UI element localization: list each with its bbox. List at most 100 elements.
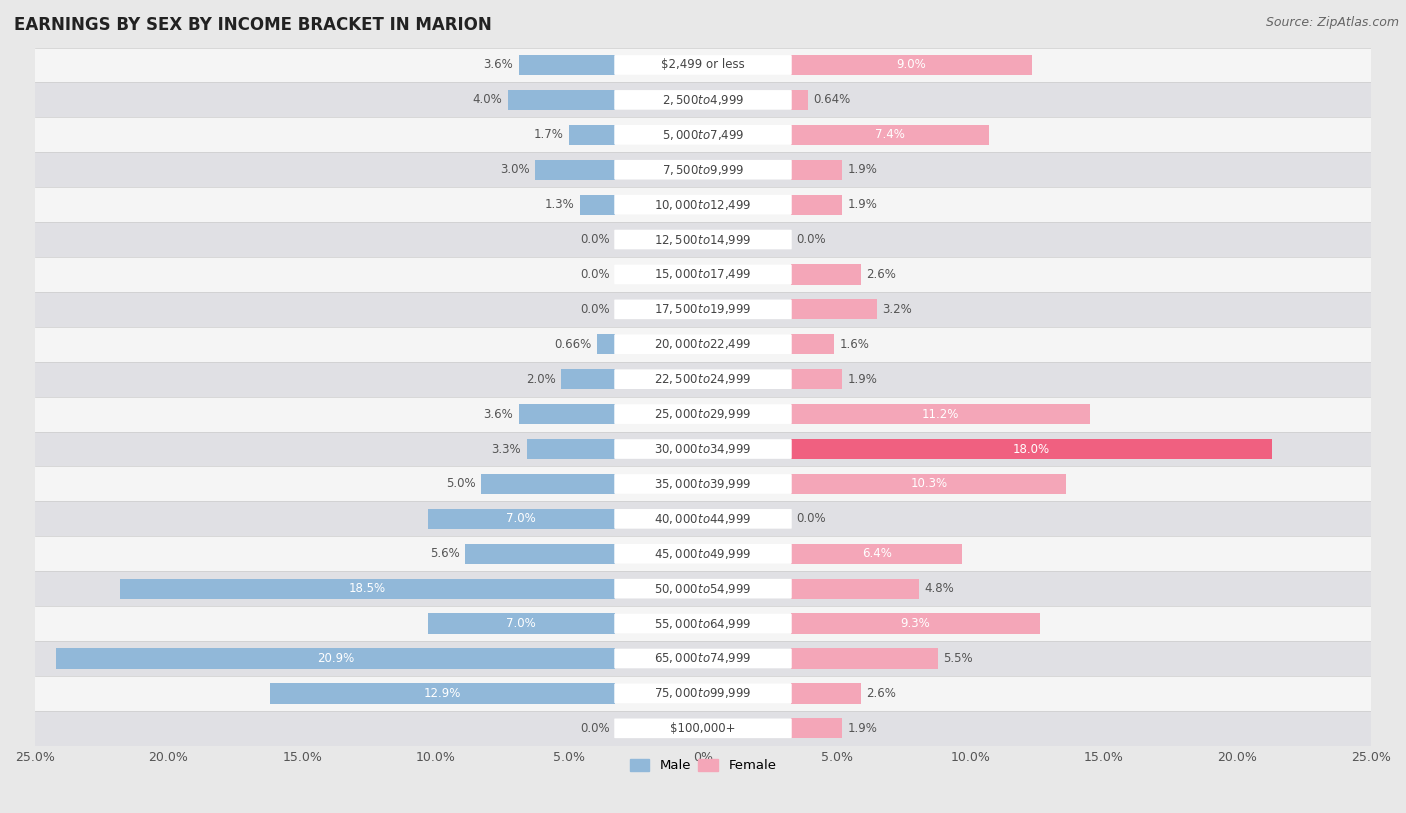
Bar: [792, 579, 920, 599]
Bar: [792, 264, 860, 285]
Bar: [35, 641, 1371, 676]
FancyBboxPatch shape: [614, 265, 792, 285]
Text: 4.0%: 4.0%: [472, 93, 502, 107]
Text: 2.6%: 2.6%: [866, 268, 896, 281]
FancyBboxPatch shape: [614, 544, 792, 563]
Text: $45,000 to $49,999: $45,000 to $49,999: [654, 547, 752, 561]
Bar: [35, 82, 1371, 117]
Bar: [35, 397, 1371, 432]
Text: $30,000 to $34,999: $30,000 to $34,999: [654, 442, 752, 456]
FancyBboxPatch shape: [614, 684, 792, 703]
Bar: [35, 676, 1371, 711]
FancyBboxPatch shape: [614, 579, 792, 598]
Bar: [465, 544, 614, 564]
Text: $65,000 to $74,999: $65,000 to $74,999: [654, 651, 752, 666]
Bar: [481, 474, 614, 494]
Text: 1.9%: 1.9%: [848, 163, 877, 176]
Bar: [35, 222, 1371, 257]
Bar: [792, 334, 834, 354]
Bar: [792, 439, 1272, 459]
Text: 3.3%: 3.3%: [492, 442, 522, 455]
Text: $75,000 to $99,999: $75,000 to $99,999: [654, 686, 752, 701]
Bar: [569, 124, 614, 145]
Text: 3.2%: 3.2%: [882, 303, 911, 316]
Text: 1.3%: 1.3%: [546, 198, 575, 211]
Bar: [792, 474, 1066, 494]
FancyBboxPatch shape: [614, 160, 792, 180]
Text: 7.0%: 7.0%: [506, 617, 536, 630]
Bar: [792, 544, 962, 564]
FancyBboxPatch shape: [614, 369, 792, 389]
Text: $35,000 to $39,999: $35,000 to $39,999: [654, 477, 752, 491]
FancyBboxPatch shape: [614, 474, 792, 493]
Text: 3.0%: 3.0%: [499, 163, 529, 176]
Bar: [792, 124, 988, 145]
Bar: [792, 54, 1032, 75]
Bar: [35, 362, 1371, 397]
FancyBboxPatch shape: [614, 125, 792, 145]
Bar: [792, 89, 808, 110]
Text: 2.6%: 2.6%: [866, 687, 896, 700]
FancyBboxPatch shape: [614, 230, 792, 250]
Text: $50,000 to $54,999: $50,000 to $54,999: [654, 581, 752, 596]
Text: 3.6%: 3.6%: [484, 407, 513, 420]
Bar: [35, 606, 1371, 641]
Text: 4.8%: 4.8%: [925, 582, 955, 595]
Bar: [561, 369, 614, 389]
FancyBboxPatch shape: [614, 614, 792, 633]
Bar: [792, 369, 842, 389]
FancyBboxPatch shape: [614, 404, 792, 424]
Text: $7,500 to $9,999: $7,500 to $9,999: [662, 163, 744, 176]
Text: $2,499 or less: $2,499 or less: [661, 59, 745, 72]
Bar: [35, 467, 1371, 502]
Bar: [792, 194, 842, 215]
Text: 9.3%: 9.3%: [901, 617, 931, 630]
Text: 20.9%: 20.9%: [316, 652, 354, 665]
Text: 18.5%: 18.5%: [349, 582, 387, 595]
Bar: [35, 257, 1371, 292]
Text: $25,000 to $29,999: $25,000 to $29,999: [654, 407, 752, 421]
Text: $40,000 to $44,999: $40,000 to $44,999: [654, 512, 752, 526]
Text: 0.64%: 0.64%: [814, 93, 851, 107]
FancyBboxPatch shape: [614, 195, 792, 215]
Text: $20,000 to $22,499: $20,000 to $22,499: [654, 337, 752, 351]
Bar: [519, 54, 614, 75]
Bar: [792, 649, 938, 668]
Text: 5.6%: 5.6%: [430, 547, 460, 560]
Bar: [792, 299, 877, 320]
Text: 10.3%: 10.3%: [910, 477, 948, 490]
Text: 0.0%: 0.0%: [579, 268, 609, 281]
Text: 12.9%: 12.9%: [423, 687, 461, 700]
Text: 7.4%: 7.4%: [875, 128, 905, 141]
Text: 5.5%: 5.5%: [943, 652, 973, 665]
Text: 1.9%: 1.9%: [848, 198, 877, 211]
Text: $12,500 to $14,999: $12,500 to $14,999: [654, 233, 752, 246]
Text: EARNINGS BY SEX BY INCOME BRACKET IN MARION: EARNINGS BY SEX BY INCOME BRACKET IN MAR…: [14, 16, 492, 34]
Text: 0.0%: 0.0%: [579, 233, 609, 246]
FancyBboxPatch shape: [614, 509, 792, 528]
Text: $22,500 to $24,999: $22,500 to $24,999: [654, 372, 752, 386]
Text: 7.0%: 7.0%: [506, 512, 536, 525]
Bar: [35, 187, 1371, 222]
Text: 6.4%: 6.4%: [862, 547, 891, 560]
Bar: [527, 439, 614, 459]
Bar: [35, 432, 1371, 467]
Text: $5,000 to $7,499: $5,000 to $7,499: [662, 128, 744, 141]
FancyBboxPatch shape: [614, 334, 792, 354]
Legend: Male, Female: Male, Female: [624, 754, 782, 777]
FancyBboxPatch shape: [614, 55, 792, 75]
Bar: [508, 89, 614, 110]
Bar: [792, 718, 842, 738]
FancyBboxPatch shape: [614, 719, 792, 738]
Text: $10,000 to $12,499: $10,000 to $12,499: [654, 198, 752, 211]
Bar: [519, 404, 614, 424]
Text: 2.0%: 2.0%: [526, 372, 555, 385]
Text: 11.2%: 11.2%: [922, 407, 959, 420]
Text: 9.0%: 9.0%: [897, 59, 927, 72]
Text: 0.0%: 0.0%: [797, 233, 827, 246]
FancyBboxPatch shape: [614, 649, 792, 668]
Text: 5.0%: 5.0%: [446, 477, 475, 490]
Bar: [792, 404, 1091, 424]
Text: 1.7%: 1.7%: [534, 128, 564, 141]
Text: 1.6%: 1.6%: [839, 337, 869, 350]
